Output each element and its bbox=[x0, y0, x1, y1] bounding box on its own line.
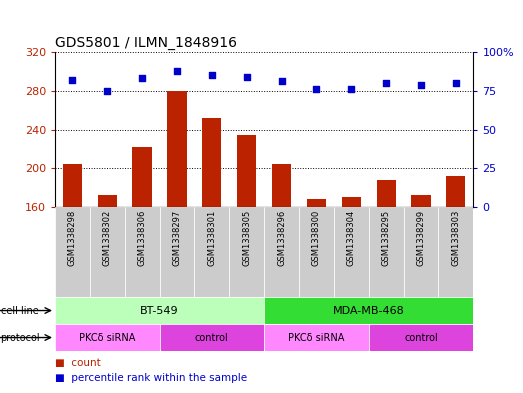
Text: GSM1338304: GSM1338304 bbox=[347, 210, 356, 266]
Bar bbox=[307, 199, 326, 207]
Bar bbox=[55, 297, 264, 324]
Text: GSM1338306: GSM1338306 bbox=[138, 210, 146, 266]
Point bbox=[138, 75, 146, 81]
Point bbox=[382, 80, 390, 86]
Point bbox=[173, 68, 181, 74]
Text: ■  percentile rank within the sample: ■ percentile rank within the sample bbox=[55, 373, 247, 383]
Bar bbox=[55, 207, 90, 297]
Text: GSM1338302: GSM1338302 bbox=[103, 210, 112, 266]
Text: GSM1338299: GSM1338299 bbox=[416, 210, 426, 266]
Bar bbox=[132, 147, 152, 207]
Bar bbox=[412, 195, 430, 207]
Text: PKCδ siRNA: PKCδ siRNA bbox=[79, 332, 135, 343]
Bar bbox=[55, 324, 160, 351]
Point bbox=[277, 78, 286, 84]
Bar bbox=[160, 324, 264, 351]
Bar bbox=[98, 195, 117, 207]
Point bbox=[417, 81, 425, 88]
Bar bbox=[369, 324, 473, 351]
Text: GDS5801 / ILMN_1848916: GDS5801 / ILMN_1848916 bbox=[55, 36, 237, 50]
Text: ■  count: ■ count bbox=[55, 358, 100, 368]
Text: BT-549: BT-549 bbox=[140, 305, 179, 316]
Text: GSM1338297: GSM1338297 bbox=[173, 210, 181, 266]
Bar bbox=[342, 197, 361, 207]
Text: GSM1338296: GSM1338296 bbox=[277, 210, 286, 266]
Bar bbox=[377, 180, 396, 207]
Text: GSM1338303: GSM1338303 bbox=[451, 210, 460, 266]
Bar bbox=[369, 207, 404, 297]
Bar bbox=[264, 207, 299, 297]
Bar bbox=[272, 164, 291, 207]
Bar bbox=[438, 207, 473, 297]
Bar bbox=[202, 118, 221, 207]
Point bbox=[452, 80, 460, 86]
Bar bbox=[160, 207, 195, 297]
Text: control: control bbox=[404, 332, 438, 343]
Text: GSM1338295: GSM1338295 bbox=[382, 210, 391, 266]
Text: GSM1338298: GSM1338298 bbox=[68, 210, 77, 266]
Bar bbox=[195, 207, 229, 297]
Text: GSM1338300: GSM1338300 bbox=[312, 210, 321, 266]
Bar bbox=[299, 207, 334, 297]
Bar bbox=[264, 324, 369, 351]
Text: control: control bbox=[195, 332, 229, 343]
Text: PKCδ siRNA: PKCδ siRNA bbox=[288, 332, 345, 343]
Bar bbox=[63, 164, 82, 207]
Point bbox=[312, 86, 321, 92]
Text: protocol: protocol bbox=[1, 332, 40, 343]
Point bbox=[208, 72, 216, 79]
Bar bbox=[264, 297, 473, 324]
Bar bbox=[90, 207, 124, 297]
Bar bbox=[334, 207, 369, 297]
Point bbox=[68, 77, 76, 83]
Point bbox=[103, 88, 111, 94]
Text: cell line: cell line bbox=[1, 305, 38, 316]
Bar bbox=[237, 135, 256, 207]
Point bbox=[347, 86, 356, 92]
Bar bbox=[404, 207, 438, 297]
Point bbox=[243, 74, 251, 80]
Bar bbox=[229, 207, 264, 297]
Text: GSM1338305: GSM1338305 bbox=[242, 210, 251, 266]
Bar bbox=[446, 176, 465, 207]
Bar bbox=[124, 207, 160, 297]
Bar bbox=[167, 91, 187, 207]
Text: MDA-MB-468: MDA-MB-468 bbox=[333, 305, 405, 316]
Text: GSM1338301: GSM1338301 bbox=[207, 210, 217, 266]
